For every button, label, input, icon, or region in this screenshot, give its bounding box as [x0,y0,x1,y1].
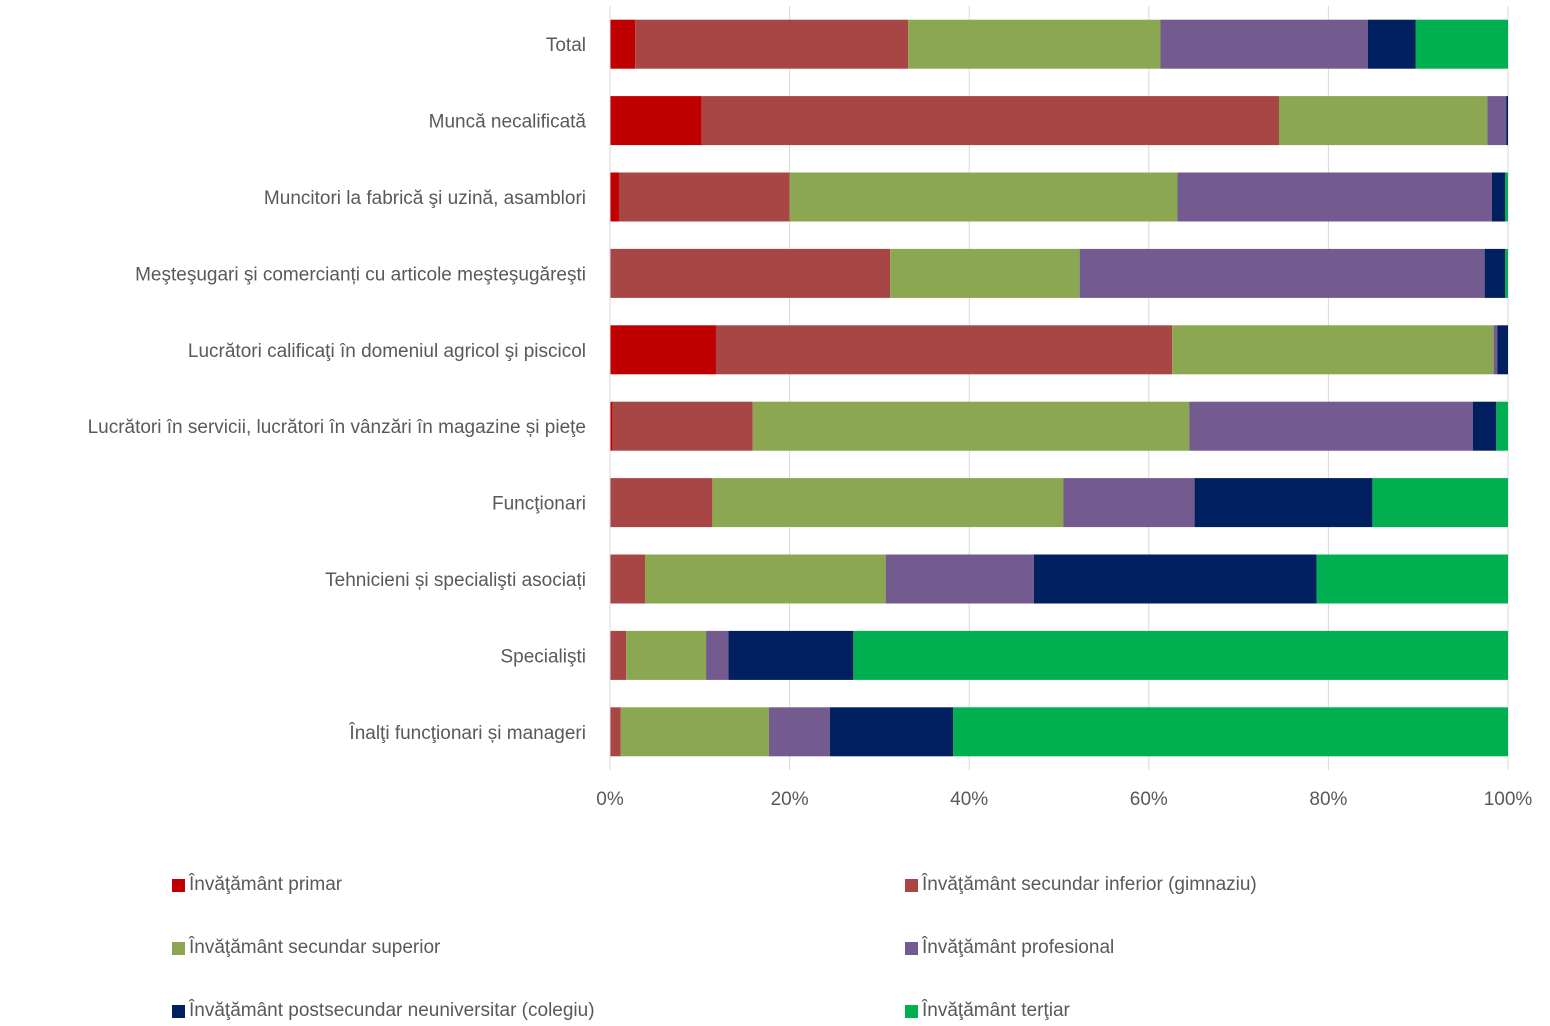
bar-segment [1505,248,1508,298]
bar-segment [1372,478,1508,528]
bar-segment [612,401,753,451]
category-label: Muncă necalificată [429,112,587,133]
bar-segment [610,172,619,222]
bar-segment [618,172,790,222]
stacked-bar-chart: Total Muncă necalificată Muncitori la fabr… [88,6,1532,810]
bar-segment [1033,554,1317,604]
bar-segment [1189,401,1473,451]
legend-swatch [905,1004,918,1018]
category-labels: Total Muncă necalificată Muncitori la fabr… [88,35,587,744]
x-tick-label: 60% [1130,789,1168,810]
bar-segment [752,401,1190,451]
bar-segment [1160,19,1368,69]
bar-segment [1177,172,1492,222]
x-tick-labels: 0% 20% 40% 60% 80% 100% [596,789,1532,810]
legend-item: Învăţământ postsecundar neuniversitar (c… [172,1000,595,1022]
category-label: Lucrători calificaţi în domeniul agricol… [188,341,586,362]
bar-segment [610,478,713,528]
x-tick-label: 40% [950,789,988,810]
legend-swatch [905,941,918,955]
bar-segment [610,248,891,298]
bar-segment [635,19,909,69]
bar-segment [830,707,954,757]
legend-label: Învăţământ primar [189,874,343,895]
legend-label: Învăţământ terţiar [922,1000,1070,1021]
bar-segment [1497,325,1508,375]
category-label: Funcţionari [492,494,586,515]
legend: Învăţământ primar Învăţământ secundar inf… [0,860,1550,1026]
bar-segment [768,707,831,757]
bar-segment [1172,325,1494,375]
bar-segment [610,401,613,451]
bar-segment [610,325,716,375]
x-tick-label: 80% [1309,789,1347,810]
bar-segment [1496,401,1508,451]
bar-segment [789,172,1178,222]
bar-segment [706,630,729,680]
bar-segment [610,554,646,604]
legend-item: Învăţământ secundar inferior (gimnaziu) [905,874,1257,896]
legend-label: Învăţământ secundar superior [189,937,441,958]
bar-segment [1506,96,1508,146]
x-tick-label: 100% [1484,789,1533,810]
bar-segment [1079,248,1485,298]
bar-segment [1491,172,1506,222]
legend-swatch [172,1004,185,1018]
bar-segment [701,96,1280,146]
x-tick-label: 0% [596,789,624,810]
legend-item: Învăţământ terţiar [905,1000,1070,1022]
legend-swatch [172,878,185,892]
bar-segment [890,248,1080,298]
legend-item: Învăţământ secundar superior [172,937,440,959]
category-label: Înalţi funcţionari și manageri [348,722,586,744]
legend-label: Învăţământ secundar inferior (gimnaziu) [922,874,1257,895]
bar-segment [1415,19,1508,69]
bar-segment [885,554,1034,604]
bar-segment [1487,96,1507,146]
bar-segment [1194,478,1373,528]
legend-item: Învăţământ primar [172,874,342,896]
legend-item: Învăţământ profesional [905,937,1114,959]
category-label: Tehnicieni și specialişti asociați [325,570,586,591]
bar-segment [1279,96,1488,146]
x-tick-label: 20% [771,789,809,810]
bar-segment [610,707,621,757]
bar-segment [1316,554,1508,604]
bar-segment [728,630,854,680]
bar-segment [1063,478,1195,528]
bar-segment [853,630,1508,680]
category-label: Specialişti [500,646,586,667]
bar-segment [626,630,707,680]
bar-segment [610,19,636,69]
legend-swatch [905,878,918,892]
legend-label: Învăţământ postsecundar neuniversitar (c… [189,1000,595,1021]
category-label: Muncitori la fabrică şi uzină, asamblori [264,188,586,209]
bar-segment [953,707,1508,757]
bar-segment [1484,248,1506,298]
category-label: Total [546,35,586,56]
category-label: Meşteşugari şi comercianți cu articole m… [135,264,586,285]
bar-segment [1505,172,1508,222]
legend-label: Învăţământ profesional [922,937,1115,958]
category-label: Lucrători în servicii, lucrători în vânz… [88,417,586,438]
bars [610,19,1508,757]
bar-segment [1367,19,1416,69]
bar-segment [610,630,627,680]
bar-segment [1493,325,1498,375]
bar-segment [1472,401,1497,451]
bar-segment [610,96,702,146]
bar-segment [908,19,1161,69]
legend-swatch [172,941,185,955]
bar-segment [620,707,769,757]
bar-segment [715,325,1173,375]
bar-segment [712,478,1064,528]
bar-segment [645,554,886,604]
